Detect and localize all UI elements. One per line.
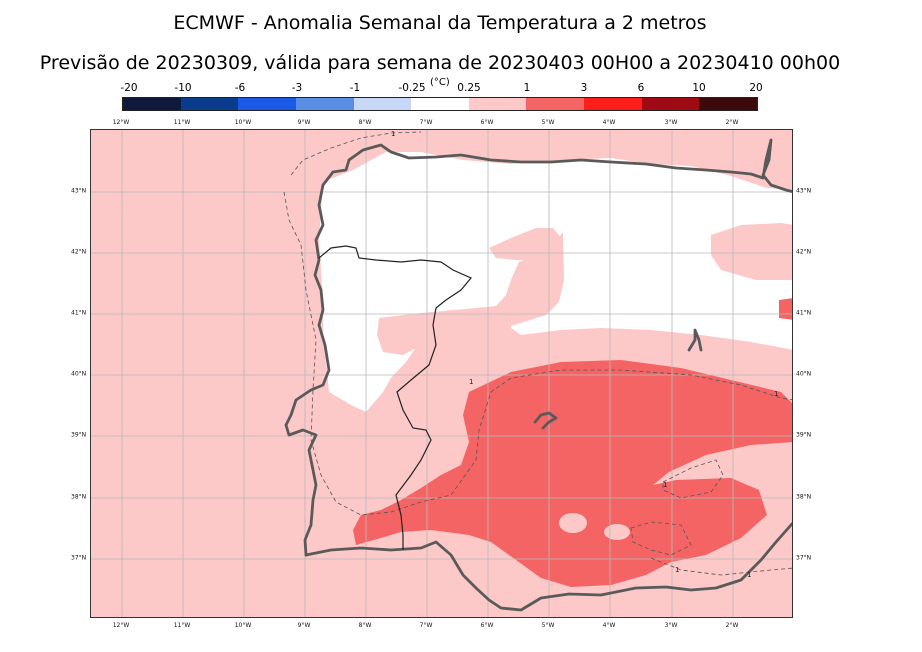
colorbar-segment	[699, 98, 758, 110]
colorbar-segment	[295, 98, 354, 110]
coastline-inland-water	[533, 411, 558, 430]
contour-lines	[283, 131, 792, 576]
lon-label: 9°W	[297, 622, 311, 629]
colorbar-tick: 10	[692, 82, 706, 94]
colorbar-segment	[584, 98, 642, 110]
colorbar-segment	[123, 98, 181, 110]
colorbar-unit-label: (°C)	[430, 77, 450, 88]
colorbar-tick: 20	[749, 82, 763, 94]
lat-label: 39°N	[71, 431, 87, 439]
lon-label: 5°W	[541, 119, 555, 126]
colorbar-tick: -3	[291, 82, 303, 94]
colorbar-tick: 3	[580, 82, 588, 94]
contour-label: 1	[663, 481, 667, 489]
contour-label: 1	[747, 571, 751, 579]
colorbar-tick: 1	[523, 82, 531, 94]
colorbar-tick: -6	[234, 82, 246, 94]
colorbar-segment	[468, 98, 527, 110]
colorbar-tick: -0.25	[398, 82, 426, 94]
contour-label: 1	[469, 378, 473, 386]
lon-label: 8°W	[358, 622, 372, 629]
colorbar	[122, 97, 758, 111]
contour-line	[630, 521, 692, 556]
lon-label: 6°W	[480, 622, 494, 629]
lat-label: 41°N	[71, 309, 87, 317]
lon-label: 7°W	[419, 622, 433, 629]
lat-label: 38°N	[796, 493, 812, 501]
lat-label: 42°N	[796, 248, 812, 256]
anomaly-region-light-patch	[711, 223, 792, 280]
lat-label: 37°N	[71, 554, 87, 562]
lon-label: 2°W	[725, 119, 739, 126]
lon-label: 3°W	[664, 622, 678, 629]
lat-label: 41°N	[796, 309, 812, 317]
chart-title: ECMWF - Anomalia Semanal da Temperatura …	[173, 12, 707, 34]
anomaly-region-light-patch	[489, 228, 563, 260]
lon-label: 4°W	[602, 622, 616, 629]
colorbar-segment	[526, 98, 585, 110]
lat-label: 39°N	[796, 431, 812, 439]
lon-label: 12°W	[112, 119, 130, 126]
contour-line	[662, 459, 724, 499]
colorbar-segment	[238, 98, 296, 110]
colorbar-tick: -10	[174, 82, 192, 94]
anomaly-region-light-patch	[377, 232, 564, 355]
lon-label: 8°W	[358, 119, 372, 126]
colorbar-tick: 6	[637, 82, 645, 94]
lat-label: 43°N	[796, 187, 812, 195]
lat-label: 40°N	[796, 370, 812, 378]
coastline-north	[347, 138, 792, 193]
contour-label: 1	[675, 566, 679, 574]
lon-label: 7°W	[419, 119, 433, 126]
lon-label: 6°W	[480, 119, 494, 126]
lon-label: 2°W	[725, 622, 739, 629]
contour-labels: 1 1 1 1 1 1	[391, 130, 778, 579]
coastline-west	[284, 158, 351, 557]
lat-label: 42°N	[71, 248, 87, 256]
lat-label: 43°N	[71, 187, 87, 195]
contour-line	[290, 131, 422, 176]
contour-line	[650, 557, 792, 576]
colorbar-tick: -1	[349, 82, 361, 94]
anomaly-region-warm	[353, 360, 792, 587]
coastline-south	[304, 522, 792, 612]
anomaly-region-warm	[779, 298, 792, 320]
lon-label: 4°W	[602, 119, 616, 126]
lon-label: 11°W	[173, 622, 191, 629]
colorbar-segment	[180, 98, 239, 110]
map-panel: 1 1 1 1 1 1	[90, 129, 793, 618]
border-portugal-spain	[318, 245, 472, 550]
anomaly-region-light-patch	[559, 513, 587, 533]
lon-label: 12°W	[112, 622, 130, 629]
coastline-inland-water	[687, 328, 703, 352]
coastline	[284, 138, 792, 612]
lon-label: 11°W	[173, 119, 191, 126]
colorbar-tick: -20	[120, 82, 138, 94]
colorbar-segment	[411, 98, 469, 110]
colorbar-segment	[353, 98, 412, 110]
chart-subtitle: Previsão de 20230309, válida para semana…	[39, 52, 841, 74]
lon-label: 10°W	[234, 119, 252, 126]
lat-label: 37°N	[796, 554, 812, 562]
lon-label: 9°W	[297, 119, 311, 126]
lon-label: 5°W	[541, 622, 555, 629]
lat-label: 38°N	[71, 493, 87, 501]
colorbar-tick: 0.25	[457, 82, 481, 94]
anomaly-region-light-patch	[604, 524, 630, 540]
lon-label: 10°W	[234, 622, 252, 629]
contour-label: 1	[391, 130, 395, 138]
map-canvas: 1 1 1 1 1 1	[91, 130, 792, 617]
contour-label: 1	[774, 390, 778, 398]
colorbar-segment	[641, 98, 700, 110]
contour-line	[283, 191, 792, 516]
lat-label: 40°N	[71, 370, 87, 378]
lon-label: 3°W	[664, 119, 678, 126]
